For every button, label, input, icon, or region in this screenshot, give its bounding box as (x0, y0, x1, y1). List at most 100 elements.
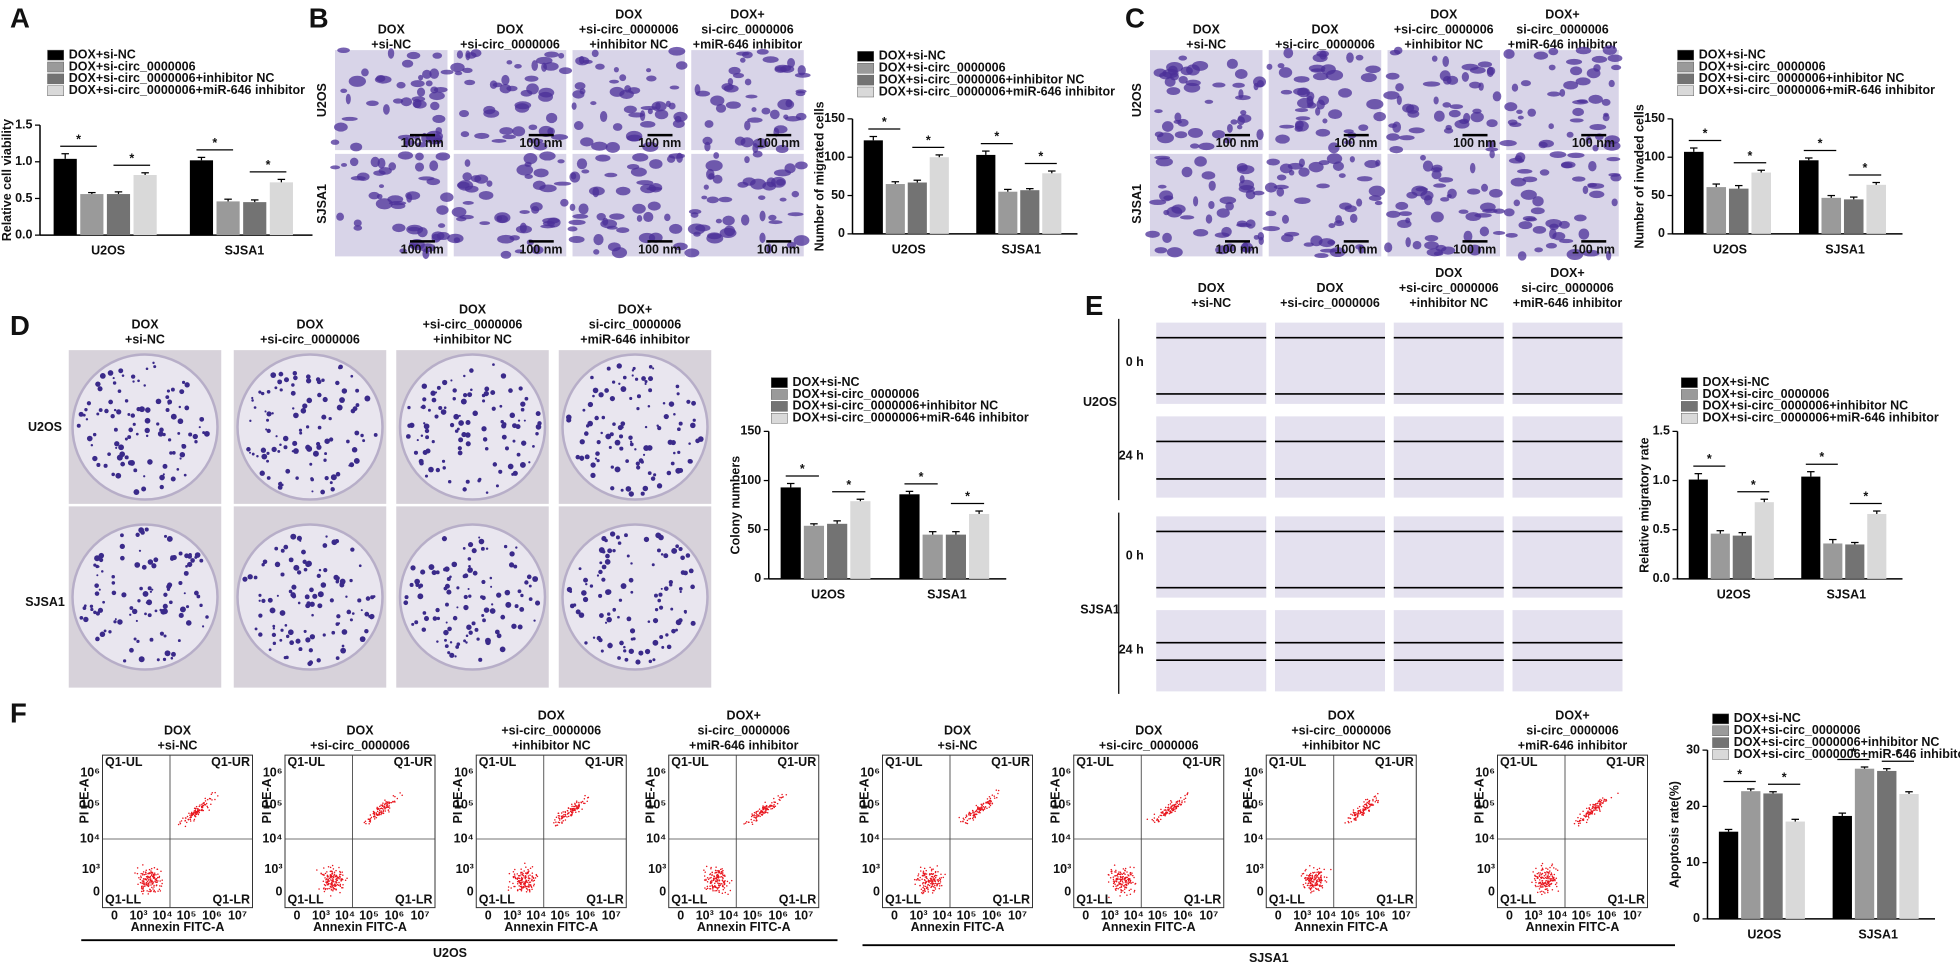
event (569, 810, 572, 812)
event (1184, 797, 1187, 799)
scale-bar-label: 100 nm (519, 242, 562, 256)
cell (418, 176, 435, 181)
event (328, 880, 330, 882)
event (191, 811, 193, 814)
bar (976, 154, 996, 234)
cell (1447, 188, 1457, 199)
event (1315, 888, 1318, 890)
event (755, 820, 757, 822)
colony (369, 613, 375, 620)
event (1170, 801, 1173, 803)
cell (1438, 177, 1454, 183)
cell (478, 191, 494, 200)
colony (517, 589, 522, 594)
cell (1433, 183, 1447, 188)
colony (268, 648, 272, 652)
flow-y-tick: 10⁴ (80, 831, 100, 845)
event (720, 872, 723, 875)
colony (116, 409, 122, 415)
event (1543, 884, 1546, 887)
flow-x-tick: 10⁷ (794, 909, 813, 923)
event (718, 889, 720, 892)
quadrant-label: Q1-UL (885, 755, 923, 769)
cell (341, 116, 358, 121)
colony (162, 432, 166, 437)
event (1584, 816, 1587, 818)
event (1130, 888, 1132, 890)
colony (423, 422, 426, 425)
colony (265, 428, 268, 431)
column-header: +si-circ_0000006 (1291, 724, 1391, 738)
cell (1478, 82, 1484, 91)
cell (524, 161, 532, 167)
event (146, 880, 149, 883)
colony (117, 389, 122, 393)
quadrant-label: Q1-LR (1184, 892, 1222, 906)
colony (465, 432, 471, 438)
event (773, 804, 775, 806)
micrograph: 100 nm (1503, 151, 1622, 261)
cell (684, 248, 700, 258)
colony (407, 423, 412, 428)
cell (1154, 109, 1163, 114)
event (1110, 868, 1113, 871)
colony (170, 413, 177, 420)
event (1128, 874, 1130, 877)
event (1551, 876, 1554, 878)
colony (199, 416, 205, 422)
event (1539, 872, 1542, 874)
event (1548, 885, 1551, 887)
colony (141, 486, 147, 492)
colony (179, 606, 186, 613)
colony (120, 461, 126, 467)
event (527, 868, 529, 871)
colony (420, 434, 424, 437)
colony (421, 383, 428, 389)
event (331, 884, 334, 886)
event (201, 803, 203, 806)
event (394, 801, 396, 803)
colony (99, 372, 106, 379)
event (571, 803, 573, 805)
event (993, 795, 996, 797)
event (1580, 817, 1582, 820)
colony (324, 452, 328, 456)
cell (624, 85, 632, 93)
event (928, 884, 931, 887)
event (508, 872, 511, 875)
event (781, 793, 783, 796)
cell (651, 101, 667, 112)
colony (520, 407, 525, 412)
event (1367, 809, 1370, 812)
event (1593, 813, 1596, 815)
event (1316, 871, 1318, 874)
event (563, 815, 566, 818)
cell (1335, 215, 1343, 224)
colony (626, 616, 632, 622)
cell (1366, 98, 1384, 110)
colony (138, 527, 145, 534)
cell (1395, 83, 1404, 92)
colony (144, 417, 151, 424)
cell (1532, 196, 1544, 207)
cell (569, 171, 581, 183)
event (1362, 814, 1364, 817)
cell (1431, 170, 1442, 180)
event (1357, 807, 1359, 810)
legend-label: DOX+si-circ_0000006+miR-646 inhibitor (1703, 411, 1939, 425)
cell (593, 249, 600, 255)
colony (309, 634, 316, 640)
cell (1212, 82, 1226, 88)
event (1542, 883, 1545, 885)
event (936, 883, 938, 885)
event (525, 887, 528, 890)
colony (501, 434, 507, 440)
colony (132, 422, 136, 426)
colony (494, 629, 500, 635)
cell (1443, 127, 1454, 134)
event (1582, 810, 1584, 812)
event (715, 877, 718, 879)
event (153, 889, 155, 892)
flow-x-tick: 10⁴ (1124, 909, 1144, 923)
colony (635, 461, 640, 466)
